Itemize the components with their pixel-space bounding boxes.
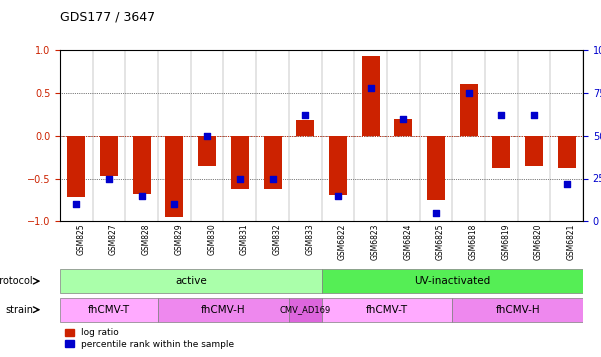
Bar bbox=[492, 136, 510, 168]
Bar bbox=[329, 136, 347, 195]
Text: GSM828: GSM828 bbox=[142, 223, 151, 255]
Text: GSM831: GSM831 bbox=[240, 223, 249, 255]
Bar bbox=[394, 119, 412, 136]
FancyBboxPatch shape bbox=[158, 298, 289, 322]
Bar bbox=[296, 120, 314, 136]
Bar bbox=[67, 136, 85, 197]
Text: GSM6824: GSM6824 bbox=[403, 223, 412, 260]
Point bbox=[105, 176, 114, 181]
Point bbox=[203, 133, 212, 139]
FancyBboxPatch shape bbox=[60, 269, 322, 293]
Point bbox=[235, 176, 245, 181]
Text: active: active bbox=[175, 276, 207, 286]
Text: GSM829: GSM829 bbox=[174, 223, 183, 255]
Point bbox=[300, 112, 310, 118]
FancyBboxPatch shape bbox=[322, 298, 453, 322]
Text: fhCMV-T: fhCMV-T bbox=[88, 305, 130, 315]
Bar bbox=[263, 136, 281, 189]
Text: GSM832: GSM832 bbox=[272, 223, 281, 255]
Point bbox=[562, 181, 572, 186]
Text: GSM830: GSM830 bbox=[207, 223, 216, 255]
Bar bbox=[231, 136, 249, 189]
Text: GDS177 / 3647: GDS177 / 3647 bbox=[60, 11, 155, 24]
Bar bbox=[558, 136, 576, 168]
Point bbox=[464, 90, 474, 96]
Text: GSM827: GSM827 bbox=[109, 223, 118, 255]
Text: GSM6825: GSM6825 bbox=[436, 223, 445, 260]
Text: GSM6823: GSM6823 bbox=[371, 223, 380, 260]
Bar bbox=[362, 56, 380, 136]
Point bbox=[72, 201, 81, 207]
Point bbox=[137, 193, 147, 198]
Bar bbox=[427, 136, 445, 200]
Point bbox=[333, 193, 343, 198]
Point bbox=[529, 112, 538, 118]
Point bbox=[431, 210, 441, 216]
Bar bbox=[133, 136, 151, 194]
Bar bbox=[165, 136, 183, 217]
Text: fhCMV-T: fhCMV-T bbox=[366, 305, 408, 315]
Text: CMV_AD169: CMV_AD169 bbox=[279, 305, 331, 314]
Bar bbox=[460, 84, 478, 136]
Text: GSM6819: GSM6819 bbox=[501, 223, 510, 260]
Point bbox=[496, 112, 506, 118]
Text: GSM6818: GSM6818 bbox=[469, 223, 478, 260]
FancyBboxPatch shape bbox=[322, 269, 583, 293]
Text: protocol: protocol bbox=[0, 276, 33, 286]
Text: GSM833: GSM833 bbox=[305, 223, 314, 255]
Text: GSM6820: GSM6820 bbox=[534, 223, 543, 260]
Text: strain: strain bbox=[5, 305, 33, 315]
Text: fhCMV-H: fhCMV-H bbox=[495, 305, 540, 315]
Legend: log ratio, percentile rank within the sample: log ratio, percentile rank within the sa… bbox=[65, 328, 234, 349]
Point bbox=[398, 116, 408, 121]
Point bbox=[366, 85, 376, 91]
FancyBboxPatch shape bbox=[289, 298, 322, 322]
FancyBboxPatch shape bbox=[453, 298, 583, 322]
Text: GSM6822: GSM6822 bbox=[338, 223, 347, 260]
Point bbox=[169, 201, 179, 207]
Text: fhCMV-H: fhCMV-H bbox=[201, 305, 246, 315]
Point bbox=[267, 176, 277, 181]
Text: GSM6821: GSM6821 bbox=[567, 223, 576, 260]
Bar bbox=[100, 136, 118, 176]
Bar bbox=[525, 136, 543, 166]
Text: GSM825: GSM825 bbox=[76, 223, 85, 255]
FancyBboxPatch shape bbox=[60, 298, 158, 322]
Bar bbox=[198, 136, 216, 166]
Text: UV-inactivated: UV-inactivated bbox=[414, 276, 490, 286]
